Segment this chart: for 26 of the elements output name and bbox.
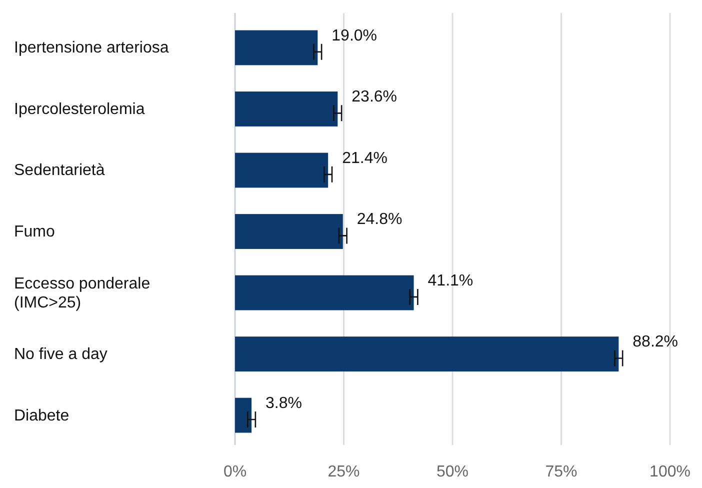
y-tick-label: Diabete (14, 407, 70, 424)
data-label: 19.0% (332, 27, 378, 44)
bar (235, 275, 414, 310)
y-tick-label: Eccesso ponderale (IMC>25) (14, 275, 150, 312)
bar (235, 398, 252, 433)
data-label: 88.2% (632, 334, 678, 351)
bar (235, 92, 338, 126)
y-tick-label: No five a day (14, 346, 108, 364)
data-label: 21.4% (342, 150, 388, 167)
bar (235, 336, 619, 372)
y-tick-label: Ipercolesterolemia (14, 100, 145, 118)
x-tick-label: 50% (436, 463, 469, 480)
x-tick-label: 75% (545, 463, 578, 480)
x-tick-label: 0% (223, 463, 247, 480)
data-label: 24.8% (356, 211, 402, 228)
data-label: 23.6% (352, 88, 398, 106)
data-label: 41.1% (428, 272, 474, 290)
bar (235, 30, 318, 66)
x-tick-label: 25% (328, 463, 360, 480)
bar (235, 152, 328, 188)
x-tick-label: 100% (650, 463, 690, 480)
data-label: 3.8% (266, 394, 302, 412)
y-tick-label: Ipertensione arteriosa (14, 40, 169, 57)
y-tick-label: Fumo (14, 224, 55, 240)
y-tick-label: Sedentarietà (14, 162, 105, 180)
bar (235, 214, 343, 249)
